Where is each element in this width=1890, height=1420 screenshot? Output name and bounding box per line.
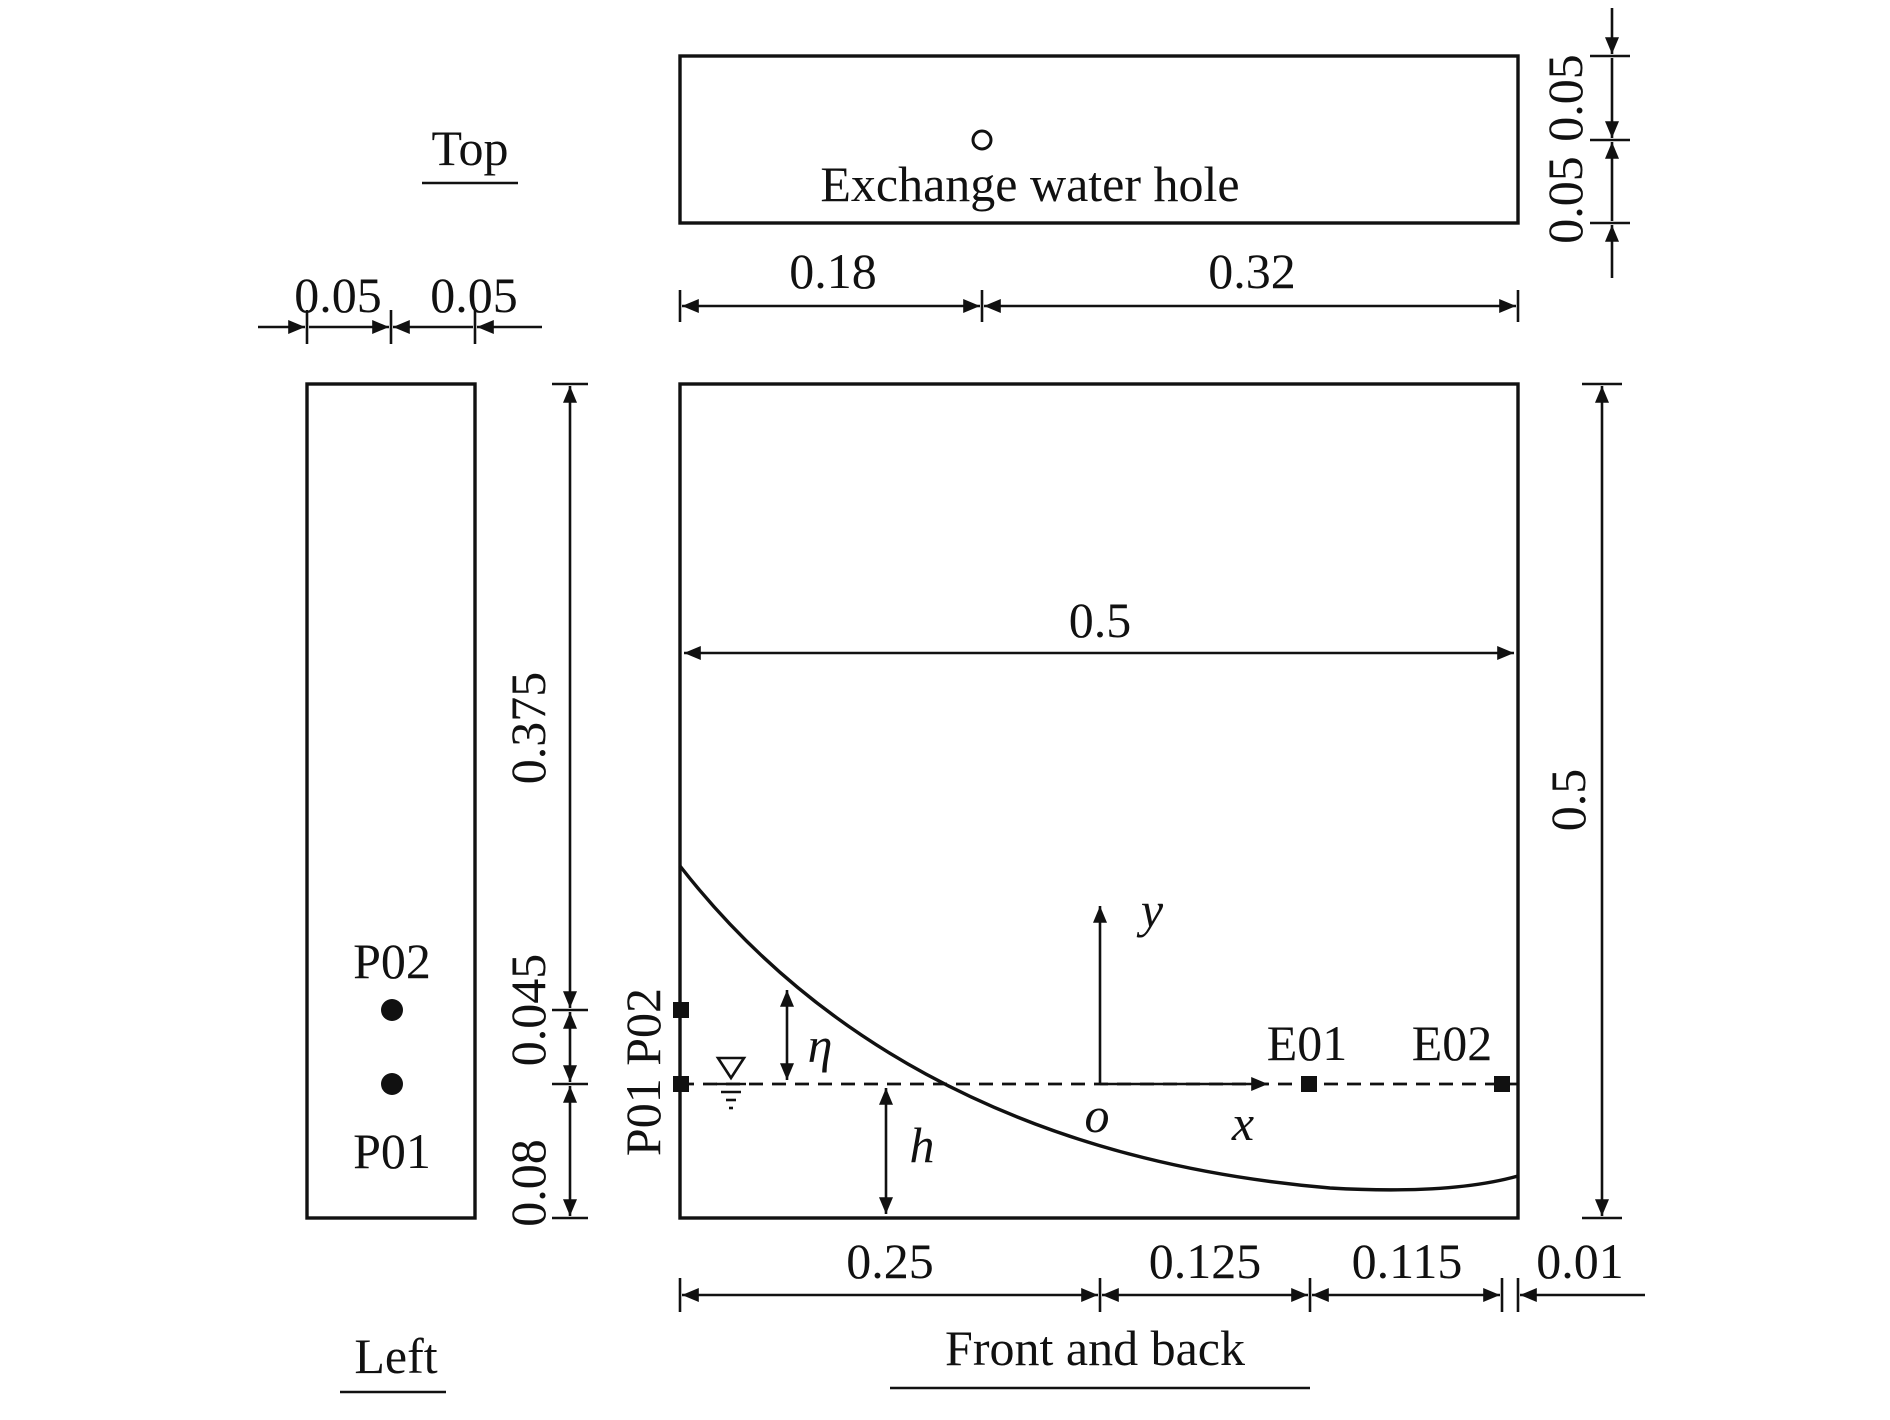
y-axis-label: y: [1136, 882, 1164, 938]
left-vdim-0375-text: 0.375: [500, 672, 556, 785]
left-view-outline: [305, 382, 477, 1220]
left-dim-width-a-text: 0.05: [294, 267, 382, 323]
top-dim-032-text: 0.32: [1208, 243, 1296, 299]
eta-symbol: η: [808, 1017, 833, 1073]
left-probe-p01-dot: [381, 1073, 403, 1095]
e02-label: E02: [1412, 1015, 1493, 1071]
top-view-outline: [678, 54, 1520, 225]
exchange-water-hole-marker: [971, 129, 993, 151]
front-bottom-001-text: 0.01: [1536, 1233, 1624, 1289]
front-bottom-0125-text: 0.125: [1149, 1233, 1262, 1289]
exchange-water-hole-label: Exchange water hole: [820, 156, 1239, 212]
e01-label: E01: [1267, 1015, 1348, 1071]
left-view: 0.05 0.05 P02 P01 0.375 0.045 0.08 Left: [258, 267, 588, 1394]
origin-label: o: [1085, 1087, 1110, 1143]
water-level-symbol: [715, 1056, 747, 1110]
top-view-title: Top: [431, 120, 508, 176]
top-vdim-upper-text: 0.05: [1537, 54, 1593, 142]
front-bottom-0115-text: 0.115: [1352, 1233, 1463, 1289]
top-vdim-lower-text: 0.05: [1537, 156, 1593, 244]
front-height-text: 0.5: [1540, 769, 1596, 832]
free-surface-curve: [678, 864, 1519, 1192]
left-view-title: Left: [354, 1328, 437, 1384]
left-vdim-0045-text: 0.045: [500, 954, 556, 1067]
h-symbol: h: [910, 1117, 935, 1173]
top-view: Top Exchange water hole 0.18 0.32 0.05 0…: [422, 8, 1630, 322]
front-view-outline: [678, 382, 1520, 1220]
e02-marker: [1494, 1076, 1510, 1092]
left-dim-width-b-text: 0.05: [430, 267, 518, 323]
front-probe-p02-marker: [673, 1002, 689, 1018]
front-width-text: 0.5: [1069, 592, 1132, 648]
top-dim-018-text: 0.18: [789, 243, 877, 299]
front-probe-labels: P01 P02: [615, 988, 671, 1156]
left-probe-p02-dot: [381, 999, 403, 1021]
left-probe-p02-label: P02: [353, 933, 431, 989]
left-probe-p01-label: P01: [353, 1123, 431, 1179]
x-axis-label: x: [1231, 1095, 1254, 1151]
e01-marker: [1301, 1076, 1317, 1092]
left-vdim-008-text: 0.08: [500, 1139, 556, 1227]
front-view: 0.5 0.5 P01 P02 η h y x o: [615, 382, 1645, 1390]
front-view-title: Front and back: [945, 1320, 1245, 1376]
front-probe-p01-marker: [673, 1076, 689, 1092]
front-bottom-025-text: 0.25: [846, 1233, 934, 1289]
